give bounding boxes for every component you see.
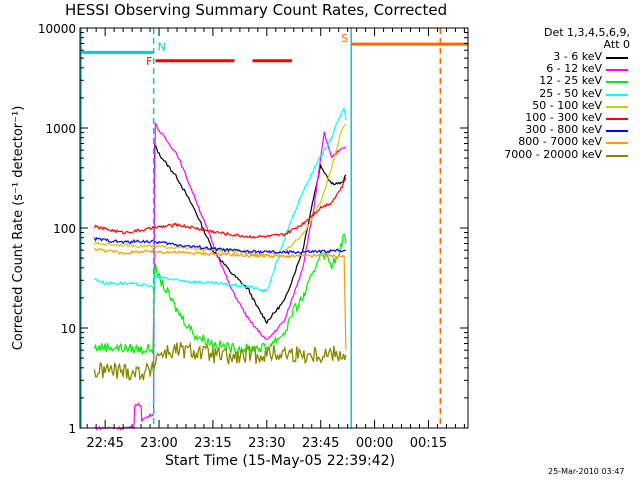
x-tick-label: 23:00	[140, 436, 177, 451]
y-tick-label: 100	[53, 222, 76, 236]
x-tick-label: 23:15	[194, 436, 231, 451]
legend-item: 100 - 300 keV	[480, 110, 630, 124]
legend-item: 25 - 50 keV	[480, 86, 630, 100]
legend: Det 1,3,4,5,6,9, Att 0 3 - 6 keV 6 - 12 k…	[480, 27, 630, 161]
series-line-2	[94, 121, 347, 431]
legend-item: 50 - 100 keV	[480, 98, 630, 112]
series-line-3	[93, 233, 347, 356]
legend-item: 300 - 800 keV	[480, 124, 630, 136]
x-axis-label: Start Time (15-May-05 22:39:42)	[165, 453, 396, 469]
series-line-4	[94, 106, 347, 294]
x-tick-label: 00:15	[410, 436, 447, 451]
legend-swatch	[606, 142, 628, 145]
series-line-5	[93, 123, 347, 257]
series-line-8	[93, 247, 347, 351]
y-tick-label: 10	[61, 322, 76, 336]
series-line-1	[153, 142, 347, 325]
legend-header-attenuator: Att 0	[603, 38, 630, 51]
legend-item: 7000 - 20000 keV	[480, 147, 630, 161]
generation-timestamp: 25-Mar-2010 03:47	[548, 467, 625, 476]
legend-item: 800 - 7000 keV	[480, 136, 630, 148]
series-line-7	[93, 237, 346, 255]
series-line-9	[93, 341, 347, 381]
legend-swatch	[606, 154, 628, 157]
y-axis-label: Corrected Count Rate (s⁻¹ detector⁻¹)	[11, 106, 26, 351]
x-tick-label: 23:45	[302, 436, 339, 451]
y-tick-label: 1	[68, 422, 76, 436]
chart-title: HESSI Observing Summary Count Rates, Cor…	[65, 1, 448, 19]
annotation-label: S	[341, 32, 348, 45]
legend-item: 12 - 25 keV	[480, 75, 630, 87]
legend-swatch	[606, 105, 628, 108]
legend-swatch	[606, 57, 628, 59]
legend-swatch	[606, 130, 628, 133]
legend-item-label: 6 - 12 keV	[546, 62, 602, 76]
y-tick-label: 1000	[45, 122, 76, 136]
x-tick-label: 22:45	[86, 436, 123, 451]
legend-item: 6 - 12 keV	[480, 63, 630, 75]
legend-item-label: 12 - 25 keV	[539, 74, 602, 88]
legend-header-detectors: Det 1,3,4,5,6,9,	[543, 26, 630, 39]
series-line-6	[93, 177, 347, 239]
x-tick-label: 00:00	[356, 436, 393, 451]
y-tick-label: 10000	[38, 22, 76, 36]
legend-item-label: 3 - 6 keV	[553, 50, 602, 63]
legend-swatch	[606, 69, 628, 72]
legend-item: 3 - 6 keV	[480, 51, 630, 63]
legend-item-label: 7000 - 20000 keV	[504, 147, 602, 161]
x-tick-label: 23:30	[248, 436, 285, 451]
annotation-label: F	[146, 55, 152, 68]
legend-item-label: 300 - 800 keV	[525, 123, 602, 137]
legend-item-label: 100 - 300 keV	[525, 110, 602, 124]
legend-item-label: 25 - 50 keV	[539, 86, 602, 100]
annotation-label: N	[158, 40, 166, 53]
legend-item-label: 50 - 100 keV	[532, 98, 602, 112]
legend-item-label: 800 - 7000 keV	[518, 135, 602, 149]
legend-swatch	[606, 81, 628, 84]
legend-swatch	[606, 93, 628, 96]
legend-swatch	[606, 117, 628, 120]
